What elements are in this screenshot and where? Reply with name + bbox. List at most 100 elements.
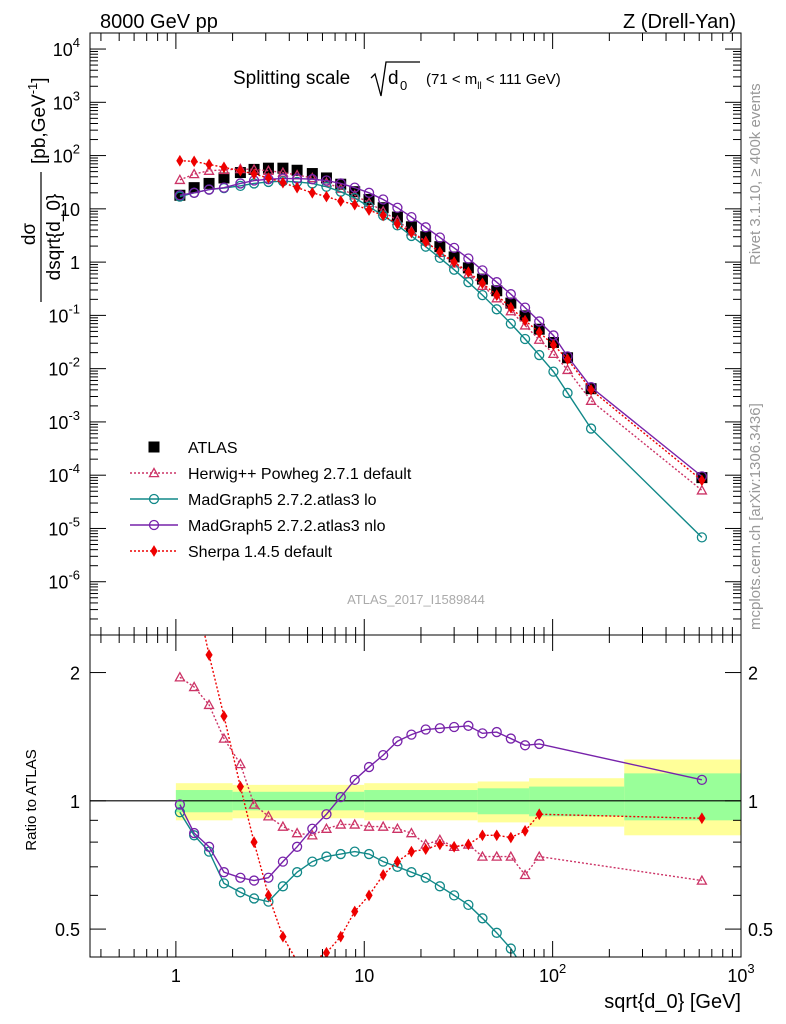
main-point-3-10 [321,175,332,186]
ratio-point-2-13 [363,761,375,773]
ratio-point-3-4 [236,780,244,793]
main-point-4-18 [436,246,444,258]
main-point-4-2 [205,158,213,171]
ratio-point-2-19 [448,721,460,733]
ratio-point-1-3 [218,878,230,889]
ratio-point-0-25 [533,850,545,861]
main-point-4-8 [293,181,301,194]
sqrt-symbol [370,61,420,97]
ratio-point-3-23 [507,831,515,844]
main-point-2-28 [585,423,597,434]
ratio-panel-axes: 0.5 0.5 1 1 2 2 1 10 102 103 [55,635,773,986]
main-point-1-28 [585,394,597,405]
ratio-point-3-14 [379,869,387,881]
main-point-2-22 [491,304,502,315]
ratio-point-1-5 [248,893,260,904]
legend-label-4: Sherpa 1.4.5 default [188,544,333,561]
ratio-line-0 [179,676,702,882]
svg-text:[pb,GeV-1]: [pb,GeV-1] [25,77,50,164]
main-point-4-24 [521,314,529,327]
ratio-point-2-0 [174,799,186,810]
ratio-y-axis-label: Ratio to ATLAS [23,749,40,850]
main-point-4-11 [337,195,345,207]
title-mass-cut: (71 < mll < 111 GeV) [426,71,561,92]
ratio-point-2-10 [321,809,332,820]
main-point-3-14 [378,194,389,205]
ratio-point-2-11 [335,792,346,803]
ratio-panel-series [174,635,708,957]
ratio-y-tick-label-left-2: 2 [70,664,80,684]
ratio-point-3-17 [422,843,430,856]
main-point-2-29 [696,532,708,543]
ratio-point-0-22 [491,850,503,861]
ratio-point-2-2 [203,841,215,852]
ratio-point-2-9 [307,823,318,834]
main-y-tick-label-9: 103 [53,88,80,113]
ratio-point-2-22 [491,726,502,738]
main-point-4-13 [365,204,373,216]
ratio-point-1-20 [463,899,474,910]
ratio-point-0-23 [505,850,517,861]
main-point-0-2 [203,177,215,189]
ratio-point-3-19 [450,840,458,853]
ratio-point-1-7 [277,881,289,892]
main-point-2-23 [505,318,516,329]
main-point-1-23 [505,305,517,316]
ratio-point-1-22 [491,927,502,938]
main-point-3-3 [218,182,230,193]
ratio-point-2-26 [696,774,708,786]
ratio-point-3-25 [535,808,543,821]
main-line-2 [179,180,703,538]
main-point-4-19 [450,256,458,268]
main-point-4-6 [264,172,273,184]
ratio-point-2-21 [477,728,488,739]
ratio-point-3-6 [264,889,273,902]
main-point-4-12 [351,198,359,211]
main-point-3-12 [349,182,360,193]
main-point-1-2 [203,164,215,175]
main-point-3-18 [434,232,446,243]
main-panel-axes: 10-6 10-5 10-4 10-3 10-2 10-1 1 10 102 103 104 [48,32,742,636]
ratio-point-2-23 [505,733,516,744]
ratio-point-0-3 [218,732,230,743]
main-point-3-25 [534,316,545,327]
ratio-point-2-16 [406,729,417,740]
ratio-point-1-17 [420,872,431,883]
main-point-3-16 [406,211,417,223]
ratio-point-3-20 [464,838,472,851]
main-point-4-5 [250,168,258,180]
ratio-y-tick-label-right-0: 0.5 [748,920,773,940]
main-point-4-4 [236,164,244,177]
x-tick-label-2: 102 [539,961,566,986]
ratio-point-1-11 [335,848,346,860]
svg-text:dsqrt{d_0}: dsqrt{d_0} [44,194,65,281]
ratio-line-3 [204,635,702,957]
ratio-point-1-19 [448,890,460,901]
ratio-point-0-10 [320,822,333,833]
ratio-y-tick-label-left-0: 0.5 [55,920,80,940]
main-point-3-11 [335,178,346,189]
main-point-4-3 [220,161,228,174]
mcplots-source-label: mcplots.cern.ch [arXiv:1306.3436] [747,403,764,630]
legend-marker-3 [148,519,160,531]
legend-marker-4 [150,545,158,557]
ratio-y-tick-label-left-1: 1 [70,792,80,812]
main-y-tick-label-5: 10-1 [48,301,80,326]
main-point-4-14 [379,209,387,222]
legend-label-3: MadGraph5 2.7.2.atlas3 nlo [188,518,386,535]
ratio-point-2-20 [463,720,474,731]
ratio-point-0-2 [203,698,215,710]
main-y-tick-label-3: 10-3 [48,408,80,433]
main-point-4-15 [393,218,402,230]
ratio-point-3-16 [407,845,416,858]
main-point-0-6 [262,162,274,174]
main-point-3-21 [477,265,488,276]
main-y-tick-label-8: 102 [53,142,80,167]
main-point-3-13 [363,187,375,198]
main-point-4-28 [587,384,595,396]
main-point-3-23 [505,289,516,300]
legend: ATLAS Herwig++ Powheg 2.7.1 default MadGra… [130,440,412,561]
ratio-point-1-21 [477,913,488,924]
main-point-3-20 [463,253,474,264]
ratio-point-0-26 [696,874,708,885]
